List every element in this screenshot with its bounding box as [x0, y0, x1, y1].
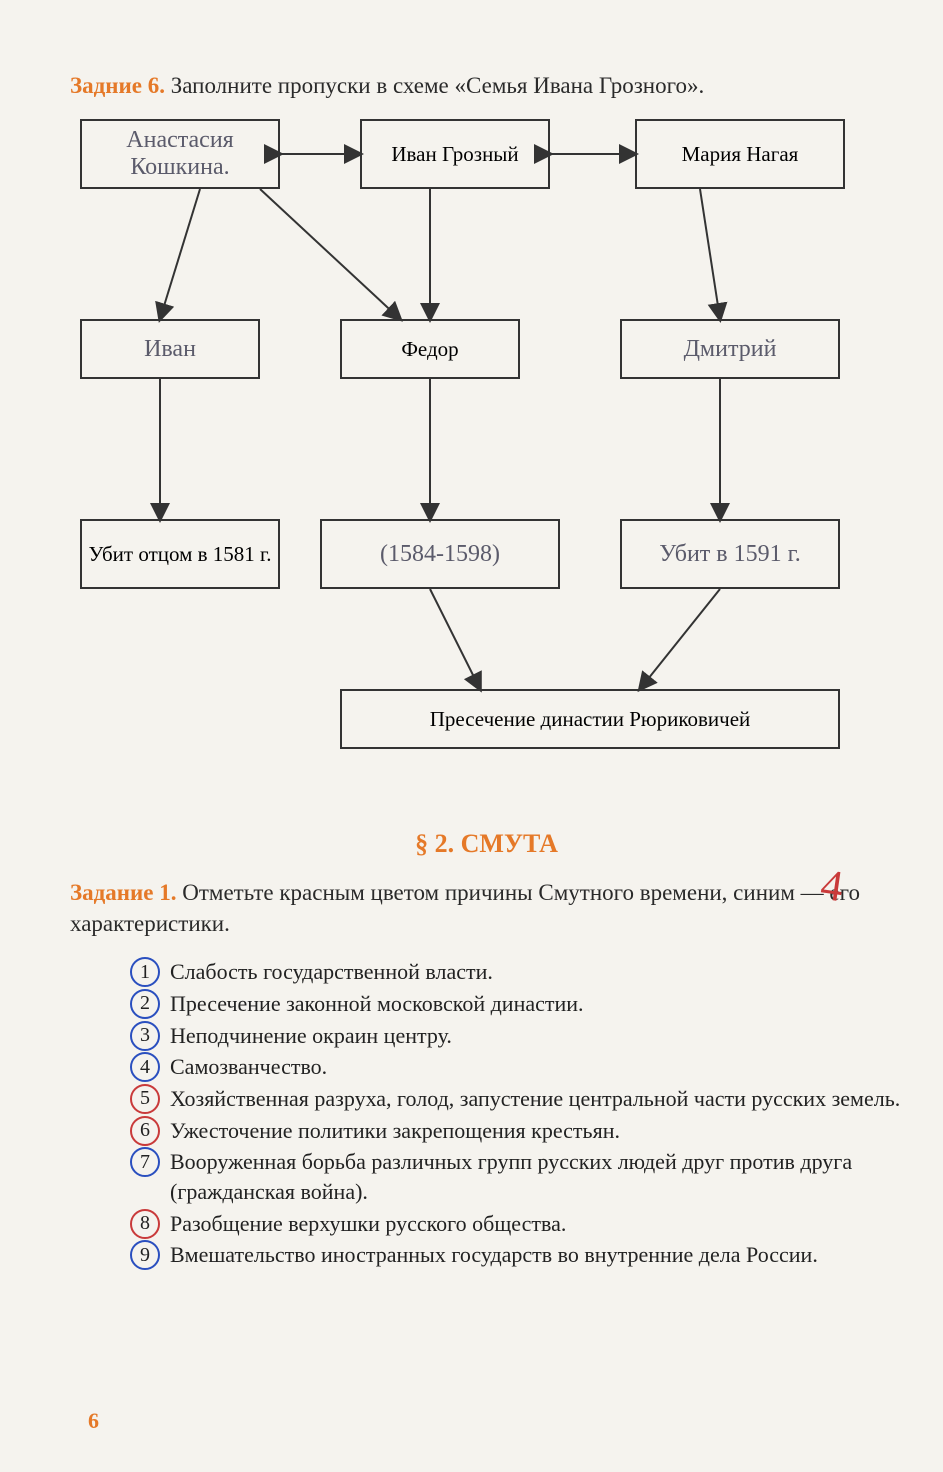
item-number-circle: 9 [130, 1240, 160, 1270]
box-son2: Федор [340, 319, 520, 379]
item-text: Хозяйственная разруха, голод, запустение… [170, 1086, 900, 1111]
item-number-circle: 7 [130, 1147, 160, 1177]
item-text: Неподчинение окраин центру. [170, 1023, 452, 1048]
item-text: Слабость государственной власти. [170, 959, 493, 984]
family-tree-diagram: Анастасия Кошкина. Иван Грозный Мария На… [80, 119, 880, 799]
list-item: 9 Вмешательство иностранных государств во… [130, 1240, 903, 1270]
item-text: Ужесточение политики закрепощения кресть… [170, 1118, 620, 1143]
list-item: 6 Ужесточение политики закрепощения крест… [130, 1116, 903, 1146]
page-content: Задние 6. Заполните пропуски в схеме «Се… [70, 70, 903, 1442]
list-item: 4 Самозванчество. [130, 1052, 903, 1082]
box-wife2: Мария Нагая [635, 119, 845, 189]
box-fate3: Убит в 1591 г. [620, 519, 840, 589]
box-dynasty-end: Пресечение династии Рюриковичей [340, 689, 840, 749]
text-son3: Дмитрий [684, 336, 777, 363]
text-wife1: Анастасия Кошкина. [88, 127, 272, 181]
text-wife2: Мария Нагая [682, 142, 799, 167]
list-item: 1 Слабость государственной власти. [130, 957, 903, 987]
item-number-circle: 2 [130, 989, 160, 1019]
text-son1: Иван [144, 336, 196, 363]
item-number-circle: 4 [130, 1052, 160, 1082]
item-text: Вмешательство иностранных государств во … [170, 1242, 818, 1267]
box-fate2: (1584-1598) [320, 519, 560, 589]
text-fate1: Убит отцом в 1581 г. [88, 542, 271, 567]
task1-label: Задание 1. [70, 880, 177, 905]
text-ivan-grozny: Иван Грозный [391, 142, 518, 167]
box-son3: Дмитрий [620, 319, 840, 379]
page-number: 6 [88, 1408, 99, 1434]
box-wife1: Анастасия Кошкина. [80, 119, 280, 189]
box-fate1: Убит отцом в 1581 г. [80, 519, 280, 589]
list-item: 8 Разобщение верхушки русского общества. [130, 1209, 903, 1239]
text-son2: Федор [401, 337, 458, 362]
text-fate3: Убит в 1591 г. [659, 541, 801, 568]
section-title: § 2. СМУТА [70, 829, 903, 859]
list-item: 2 Пресечение законной московской династии… [130, 989, 903, 1019]
list-item: 5 Хозяйственная разруха, голод, запустени… [130, 1084, 903, 1114]
item-number-circle: 5 [130, 1084, 160, 1114]
item-text: Самозванчество. [170, 1054, 327, 1079]
task6-label: Задние 6. [70, 73, 165, 98]
task6-title: Задние 6. Заполните пропуски в схеме «Се… [70, 70, 903, 101]
task1-title: Задание 1. Отметьте красным цветом причи… [70, 877, 903, 939]
box-son1: Иван [80, 319, 260, 379]
list-item: 7 Вооруженная борьба различных групп русс… [130, 1147, 903, 1206]
item-number-circle: 6 [130, 1116, 160, 1146]
box-ivan-grozny: Иван Грозный [360, 119, 550, 189]
item-number-circle: 1 [130, 957, 160, 987]
item-text: Разобщение верхушки русского общества. [170, 1211, 566, 1236]
task6-text: Заполните пропуски в схеме «Семья Ивана … [171, 73, 704, 98]
item-text: Вооруженная борьба различных групп русск… [170, 1149, 852, 1204]
item-number-circle: 3 [130, 1021, 160, 1051]
text-dynasty-end: Пресечение династии Рюриковичей [430, 707, 751, 732]
task1-list: 1 Слабость государственной власти. 2 Пресеч… [130, 957, 903, 1270]
item-text: Пресечение законной московской династии. [170, 991, 584, 1016]
task1-text: Отметьте красным цветом причины Смутного… [70, 880, 860, 936]
text-fate2: (1584-1598) [380, 541, 500, 568]
item-number-circle: 8 [130, 1209, 160, 1239]
list-item: 3 Неподчинение окраин центру. [130, 1021, 903, 1051]
